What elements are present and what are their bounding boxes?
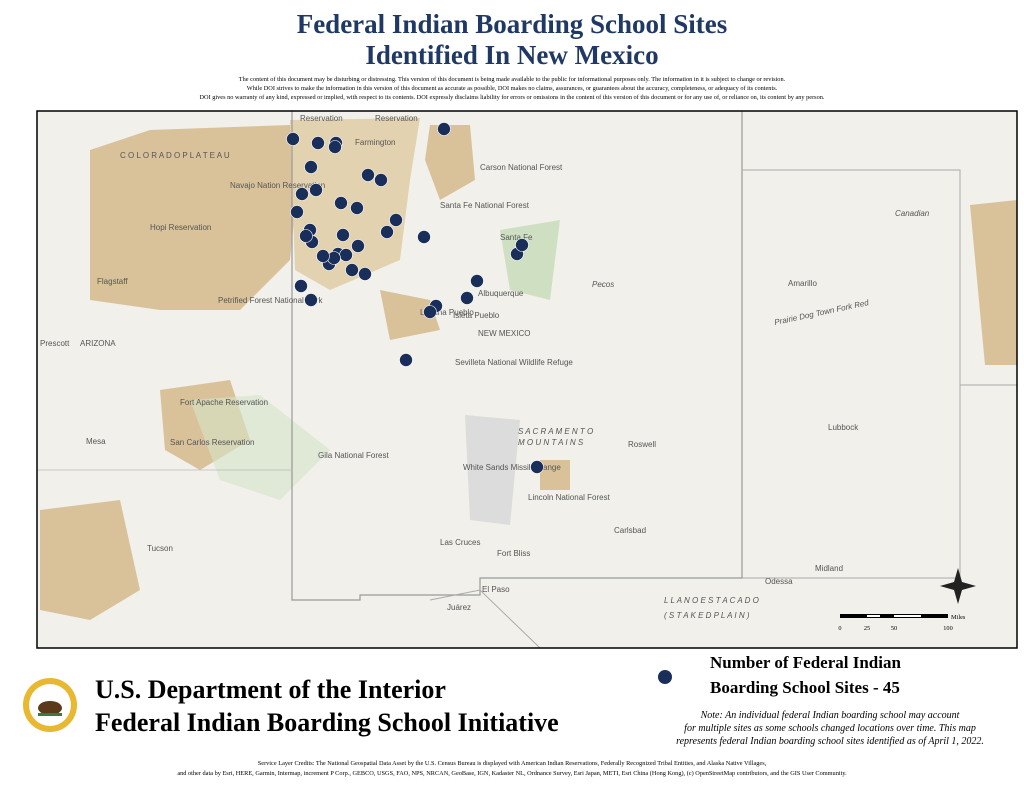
map: Farmington C O L O R A D O P L A T E A U…: [36, 110, 1018, 649]
map-label: Flagstaff: [97, 277, 128, 286]
map-label: San Carlos Reservation: [170, 438, 254, 447]
seal: [23, 678, 77, 732]
map-label: Navajo Nation Reservation: [230, 181, 325, 190]
disclaimer: While DOI strives to make the informatio…: [247, 85, 778, 92]
disclaimer: DOI gives no warranty of any kind, expre…: [199, 94, 824, 101]
map-label: Gila National Forest: [318, 451, 389, 460]
map-label: Prescott: [40, 339, 70, 348]
credits: Service Layer Credits: The National Geos…: [258, 760, 767, 767]
map-label: ARIZONA: [80, 339, 116, 348]
scale-tick: 100: [943, 625, 952, 632]
scale-tick: 25: [864, 625, 870, 632]
map-label: Fort Bliss: [497, 549, 530, 558]
map-label: Pecos: [592, 280, 614, 289]
title: Federal Indian Boarding School Sites: [297, 9, 728, 39]
title: Identified In New Mexico: [365, 40, 658, 70]
map-label: C O L O R A D O P L A T E A U: [120, 151, 230, 160]
map-label: L L A N O E S T A C A D O: [664, 596, 759, 605]
site-dots: [286, 122, 544, 474]
initiative: Federal Indian Boarding School Initiativ…: [95, 708, 559, 737]
map-label: El Paso: [482, 585, 510, 594]
map-label: Las Cruces: [440, 538, 480, 547]
map-label: Canadian: [895, 209, 930, 218]
map-label: Fort Apache Reservation: [180, 398, 268, 407]
map-label: Odessa: [765, 577, 793, 586]
map-label: Lincoln National Forest: [528, 493, 611, 502]
map-label: Farmington: [355, 138, 395, 147]
legend-label: Boarding School Sites - 45: [710, 678, 900, 697]
map-label: Hopi Reservation: [150, 223, 211, 232]
map-label: Albuquerque: [478, 289, 524, 298]
map-label: Reservation: [300, 114, 343, 123]
map-label: S A C R A M E N T O: [518, 427, 593, 436]
scale-tick: 0: [838, 625, 841, 632]
map-label: Midland: [815, 564, 843, 573]
map-label: Roswell: [628, 440, 656, 449]
north-arrow: [940, 568, 976, 604]
credits: and other data by Esri, HERE, Garmin, In…: [177, 770, 847, 777]
map-label: Mesa: [86, 437, 106, 446]
map-label: Santa Fe National Forest: [440, 201, 530, 210]
map-label: Amarillo: [788, 279, 817, 288]
map-label: Isleta Pueblo: [453, 311, 500, 320]
map-label: Juárez: [447, 603, 471, 612]
map-label: ( S T A K E D P L A I N ): [664, 611, 750, 620]
map-label: Santa Fe: [500, 233, 533, 242]
map-label: M O U N T A I N S: [518, 438, 584, 447]
map-label: White Sands Missile Range: [463, 463, 561, 472]
map-label: Sevilleta National Wildlife Refuge: [455, 358, 573, 367]
scale-unit: Miles: [951, 614, 966, 621]
note: Note: An individual federal Indian board…: [700, 710, 960, 721]
scale-tick: 50: [891, 625, 897, 632]
map-label: Tucson: [147, 544, 173, 553]
legend-label: Number of Federal Indian: [710, 653, 901, 672]
scale-bar: Miles 0 25 50 100: [838, 614, 966, 632]
disclaimer: The content of this document may be dist…: [239, 76, 786, 83]
department: U.S. Department of the Interior: [95, 675, 446, 704]
map-label: Reservation: [375, 114, 418, 123]
map-label: Carson National Forest: [480, 163, 563, 172]
map-label: NEW MEXICO: [478, 329, 530, 338]
map-label: Carlsbad: [614, 526, 646, 535]
map-label: Laguna Pueblo: [420, 308, 474, 317]
map-label: Petrified Forest National Park: [218, 296, 323, 305]
note: for multiple sites as some schools chang…: [684, 723, 976, 734]
map-label: Lubbock: [828, 423, 859, 432]
legend-dot: [658, 670, 672, 684]
note: represents federal Indian boarding schoo…: [676, 736, 984, 747]
